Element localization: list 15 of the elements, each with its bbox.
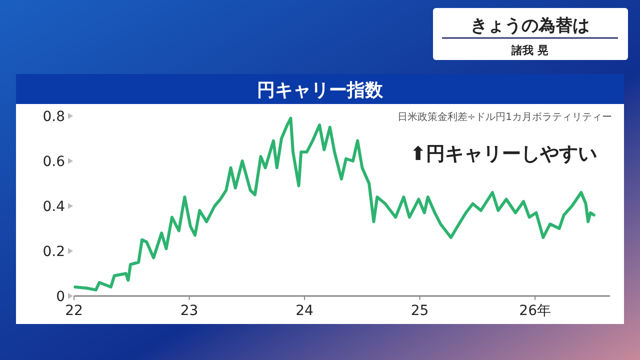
y-tick-label: 0: [56, 289, 65, 305]
y-tick-label: 0.2: [42, 244, 65, 260]
y-tick-label: 0.8: [42, 109, 65, 125]
x-tick-label: 26年: [519, 303, 551, 319]
text: 諸我 晃: [510, 44, 548, 57]
annotation: ⬆円キャリーしやすい: [410, 143, 597, 165]
x-tick-label: 23: [180, 303, 198, 319]
chart-subtitle: 日米政策金利差÷ドル円1カ月ボラティリティー: [397, 111, 612, 123]
text: きょうの為替は: [470, 16, 590, 36]
x-tick-label: 24: [296, 303, 314, 319]
chart-title: 円キャリー指数: [257, 80, 384, 101]
y-tick-label: 0.6: [42, 154, 66, 170]
x-tick-label: 25: [410, 303, 429, 319]
y-tick-label: 0.4: [42, 199, 66, 215]
x-tick-label: 22: [65, 303, 83, 319]
